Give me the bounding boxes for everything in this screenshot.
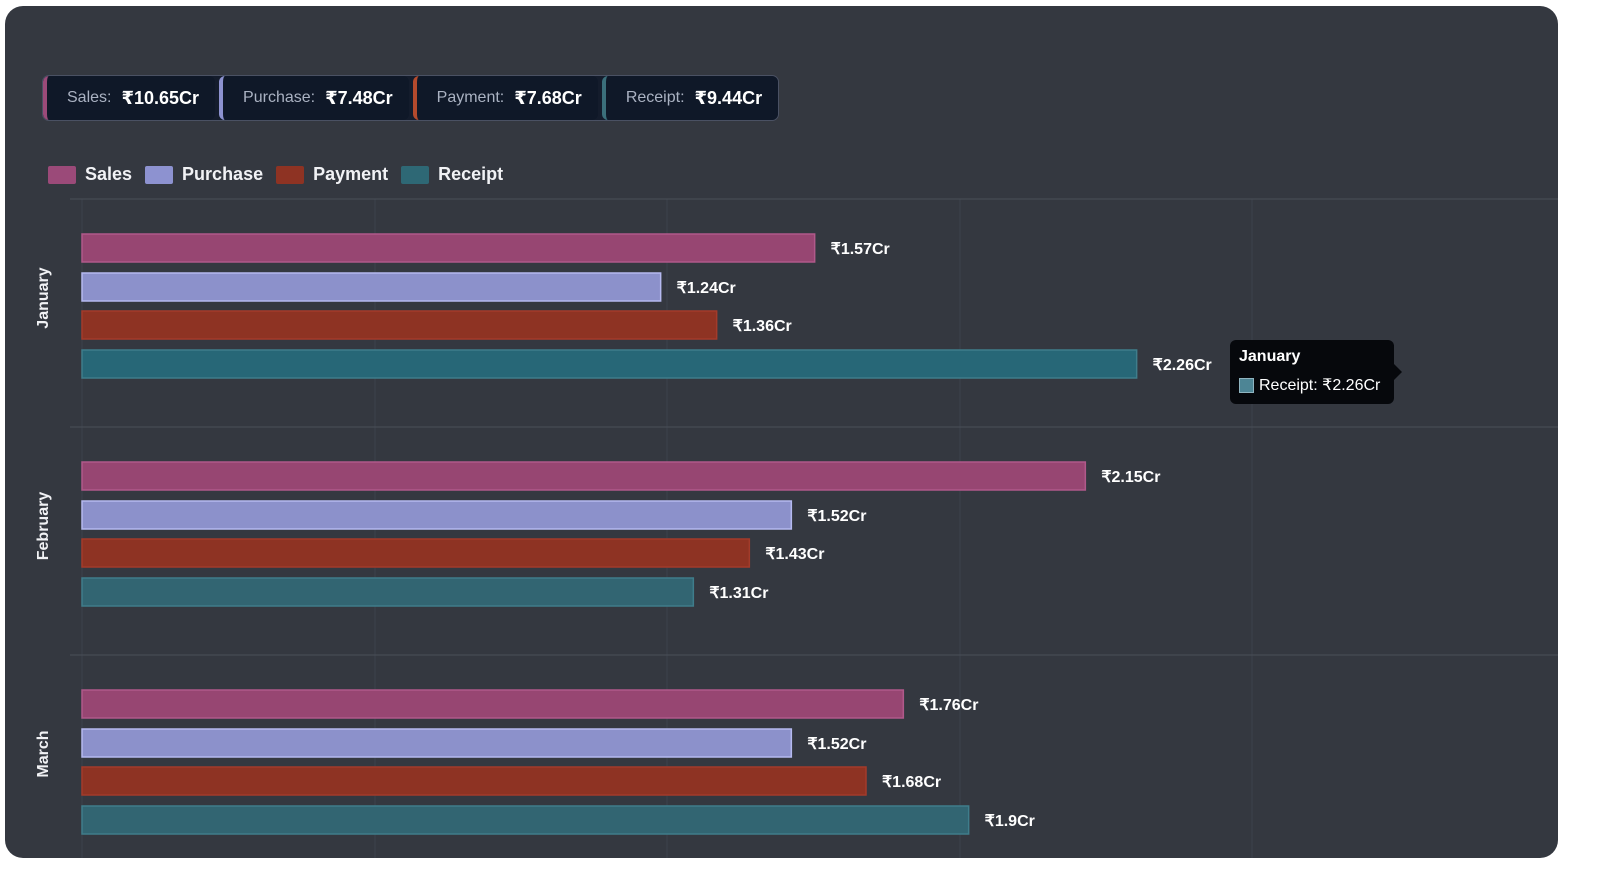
tooltip-value: Receipt: ₹2.26Cr (1259, 377, 1381, 394)
chart-tooltip: January Receipt: ₹2.26Cr (1230, 340, 1402, 404)
summary-value: ₹9.44Cr (694, 87, 763, 108)
summary-label: Receipt: (625, 89, 685, 106)
bar-sales (81, 461, 1087, 491)
bar-receipt (81, 805, 970, 835)
bar-payment (81, 310, 718, 340)
bar-receipt (81, 349, 1138, 379)
bar-purchase (81, 500, 793, 530)
summary-label: Purchase: (243, 89, 316, 106)
bar-receipt (81, 577, 695, 607)
legend-item-payment[interactable]: Payment (276, 164, 388, 185)
chart-panel: Sales: ₹10.65Cr Purchase: ₹7.48Cr Paymen… (5, 6, 1558, 858)
legend-item-purchase[interactable]: Purchase (145, 164, 263, 185)
data-label: ₹1.36Cr (733, 318, 792, 335)
data-label: ₹2.26Cr (1153, 357, 1212, 374)
bar-purchase (81, 272, 662, 302)
legend-item-receipt[interactable]: Receipt (401, 164, 503, 185)
data-label: ₹1.24Cr (677, 280, 736, 297)
legend-label: Payment (313, 164, 389, 184)
data-label: ₹2.15Cr (1101, 469, 1160, 486)
legend-label: Sales (85, 164, 133, 184)
bar-chart: January ₹1.57Cr ₹1.24Cr ₹1.36Cr ₹2.26Cr Febru… (35, 198, 1558, 858)
tooltip-row: Receipt: ₹2.26Cr (1239, 375, 1385, 395)
legend-label: Receipt (438, 164, 504, 184)
bar-sales (81, 689, 905, 719)
category-label: January (35, 267, 52, 328)
legend-swatch (276, 165, 305, 184)
summary-chip-receipt: Receipt: ₹9.44Cr (601, 76, 779, 120)
data-label: ₹1.68Cr (882, 774, 941, 791)
bar-payment (81, 766, 867, 796)
summary-value: ₹10.65Cr (121, 87, 200, 108)
legend-item-sales[interactable]: Sales (48, 164, 132, 185)
category-label: March (35, 730, 52, 777)
summary-chip-payment: Payment: ₹7.68Cr (412, 76, 598, 120)
summary-label: Sales: (67, 89, 112, 106)
legend-swatch (401, 165, 430, 184)
bar-sales (81, 233, 816, 263)
summary-chip-sales: Sales: ₹10.65Cr (43, 76, 216, 120)
legend-swatch (48, 165, 76, 184)
summary-chip-purchase: Purchase: ₹7.48Cr (219, 76, 409, 120)
summary-value: ₹7.68Cr (514, 87, 582, 108)
summary-value: ₹7.48Cr (325, 87, 393, 108)
data-label: ₹1.9Cr (985, 813, 1035, 830)
legend-label: Purchase (182, 164, 264, 184)
data-label: ₹1.57Cr (831, 241, 890, 258)
category-label: February (35, 492, 52, 561)
chart-legend: Sales Purchase Payment Receipt (48, 164, 516, 185)
data-label: ₹1.43Cr (765, 546, 824, 563)
tooltip-title: January (1239, 348, 1301, 365)
summary-bar: Sales: ₹10.65Cr Purchase: ₹7.48Cr Paymen… (42, 75, 780, 121)
tooltip-swatch (1239, 377, 1254, 393)
legend-swatch (145, 165, 174, 184)
data-label: ₹1.76Cr (919, 697, 978, 714)
data-label: ₹1.52Cr (807, 736, 866, 753)
data-label: ₹1.31Cr (709, 585, 768, 602)
bar-payment (81, 538, 751, 568)
data-label: ₹1.52Cr (807, 508, 866, 525)
summary-label: Payment: (436, 89, 505, 106)
bar-purchase (81, 728, 793, 758)
